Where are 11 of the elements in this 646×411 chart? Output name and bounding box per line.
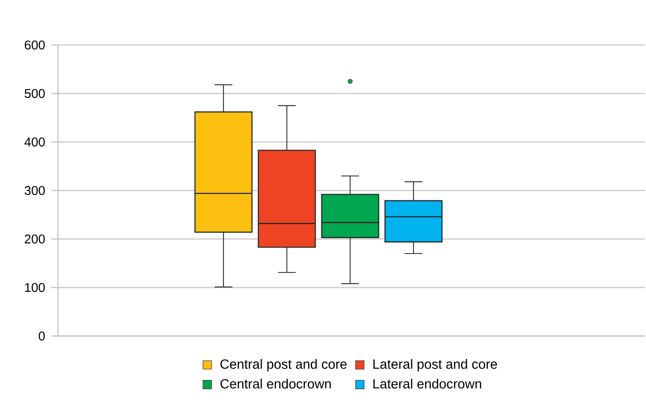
y-tick-label: 200: [24, 234, 45, 244]
y-tick-label: 500: [24, 89, 45, 98]
y-tick-label: 600: [24, 40, 45, 50]
legend-label: Central post and core: [220, 359, 347, 372]
y-tick-label: 400: [24, 138, 45, 146]
legend-label: Lateral endocrown: [373, 378, 482, 389]
legend-label: Central endocrown: [220, 378, 331, 389]
y-tick-label: 0: [38, 332, 45, 340]
y-tick-label: 100: [25, 283, 45, 292]
legend-label: Lateral post and core: [373, 359, 497, 372]
y-tick-label: 300: [24, 186, 45, 195]
